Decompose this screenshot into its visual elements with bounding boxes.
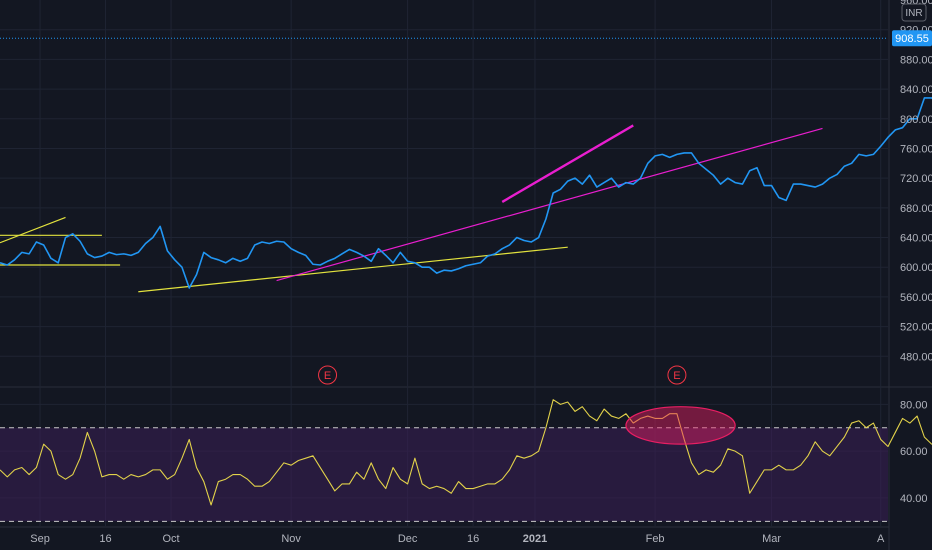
rsi-overbought-oversold-band xyxy=(0,427,888,522)
rsi-annotation[interactable] xyxy=(625,406,736,445)
earnings-marker-label: E xyxy=(324,370,331,382)
rsi-axis[interactable]: 80.00 60.00 40.00 xyxy=(900,399,928,505)
current-price-badge xyxy=(892,30,932,47)
price-axis-tick-label: 720.00 xyxy=(900,173,932,185)
price-badge: 908.55 INR xyxy=(892,3,932,47)
price-axis-tick-label: 880.00 xyxy=(900,54,932,66)
time-axis-tick-label: 16 xyxy=(99,533,111,545)
time-axis-tick-label: Dec xyxy=(398,533,418,545)
time-axis-tick-label: 2021 xyxy=(523,533,547,545)
currency-selector[interactable]: INR xyxy=(901,3,927,22)
trendline[interactable] xyxy=(0,216,66,244)
trendline[interactable] xyxy=(501,124,634,203)
rsi-band xyxy=(0,427,888,522)
price-axis-tick-label: 560.00 xyxy=(900,292,932,304)
price-axis-tick-label: 480.00 xyxy=(900,351,932,363)
rsi-series-line[interactable] xyxy=(0,399,932,506)
price-axis-tick-label: 840.00 xyxy=(900,84,932,96)
time-axis-tick-label: Sep xyxy=(30,533,50,545)
price-axis-tick-label: 640.00 xyxy=(900,233,932,245)
time-axis-tick-label: 16 xyxy=(467,533,479,545)
trendline[interactable] xyxy=(138,246,568,293)
earnings-marker-circle[interactable] xyxy=(318,365,338,385)
rsi-axis-tick-label: 80.00 xyxy=(900,399,928,411)
time-axis-tick-label: Feb xyxy=(646,533,665,545)
earnings-marker-label: E xyxy=(673,370,680,382)
time-axis[interactable]: Sep 16 Oct Nov Dec 16 2021 Feb Mar A xyxy=(30,533,885,545)
time-axis-tick-label: A xyxy=(877,533,885,545)
rsi-axis-tick-label: 40.00 xyxy=(900,493,928,505)
price-axis-tick-label: 520.00 xyxy=(900,322,932,334)
rsi-axis-tick-label: 60.00 xyxy=(900,446,928,458)
earnings-marker[interactable]: E xyxy=(667,365,687,385)
price-axis-tick-label: 680.00 xyxy=(900,203,932,215)
price-line[interactable] xyxy=(0,21,932,289)
current-price-label: 908.55 xyxy=(895,33,929,45)
time-axis-tick-label: Nov xyxy=(281,533,301,545)
earnings-marker[interactable]: E xyxy=(318,365,338,385)
price-axis[interactable]: 960.00920.00880.00840.00800.00760.00720.… xyxy=(900,0,932,363)
time-axis-tick-label: Mar xyxy=(762,533,781,545)
price-axis-tick-label: 760.00 xyxy=(900,143,932,155)
price-series-line[interactable] xyxy=(0,21,932,289)
rsi-line[interactable] xyxy=(0,399,932,506)
price-axis-tick-label: 600.00 xyxy=(900,262,932,274)
earnings-marker-circle[interactable] xyxy=(667,365,687,385)
price-axis-tick-label: 800.00 xyxy=(900,114,932,126)
time-axis-tick-label: Oct xyxy=(162,533,179,545)
rsi-highlight-ellipse[interactable] xyxy=(625,406,736,445)
currency-label: INR xyxy=(905,8,922,19)
currency-box[interactable] xyxy=(901,3,927,22)
